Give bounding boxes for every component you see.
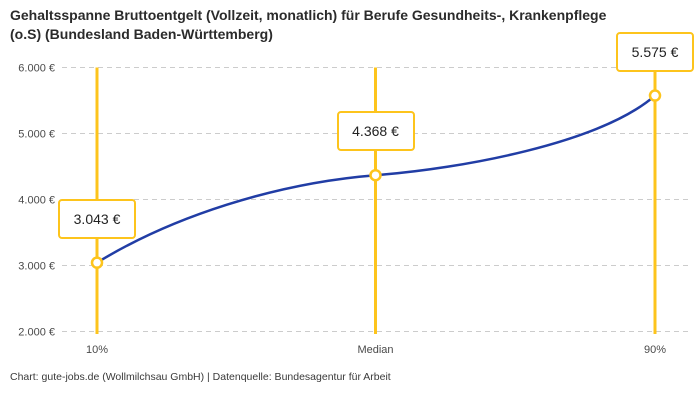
data-point-marker xyxy=(90,256,104,269)
x-axis-tick-label: 10% xyxy=(86,344,108,356)
y-axis-tick-label: 2.000 € xyxy=(18,327,55,339)
x-axis-tick-label: 90% xyxy=(644,344,666,356)
x-axis-tick-label: Median xyxy=(357,344,393,356)
data-point-marker xyxy=(369,168,382,182)
chart-title: Gehaltsspanne Bruttoentgelt (Vollzeit, m… xyxy=(10,7,607,42)
y-axis-tick-label: 5.000 € xyxy=(18,129,55,141)
value-label-box: 5.575 € xyxy=(616,31,694,72)
value-label-box: 4.368 € xyxy=(336,111,415,152)
value-label-box: 3.043 € xyxy=(58,198,136,239)
chart-credit: Chart: gute-jobs.de (Wollmilchsau GmbH) … xyxy=(10,371,391,383)
y-axis-tick-label: 4.000 € xyxy=(18,195,55,207)
y-axis-tick-label: 3.000 € xyxy=(18,261,55,273)
data-point-marker xyxy=(648,89,662,102)
y-axis-tick-label: 6.000 € xyxy=(18,63,55,75)
